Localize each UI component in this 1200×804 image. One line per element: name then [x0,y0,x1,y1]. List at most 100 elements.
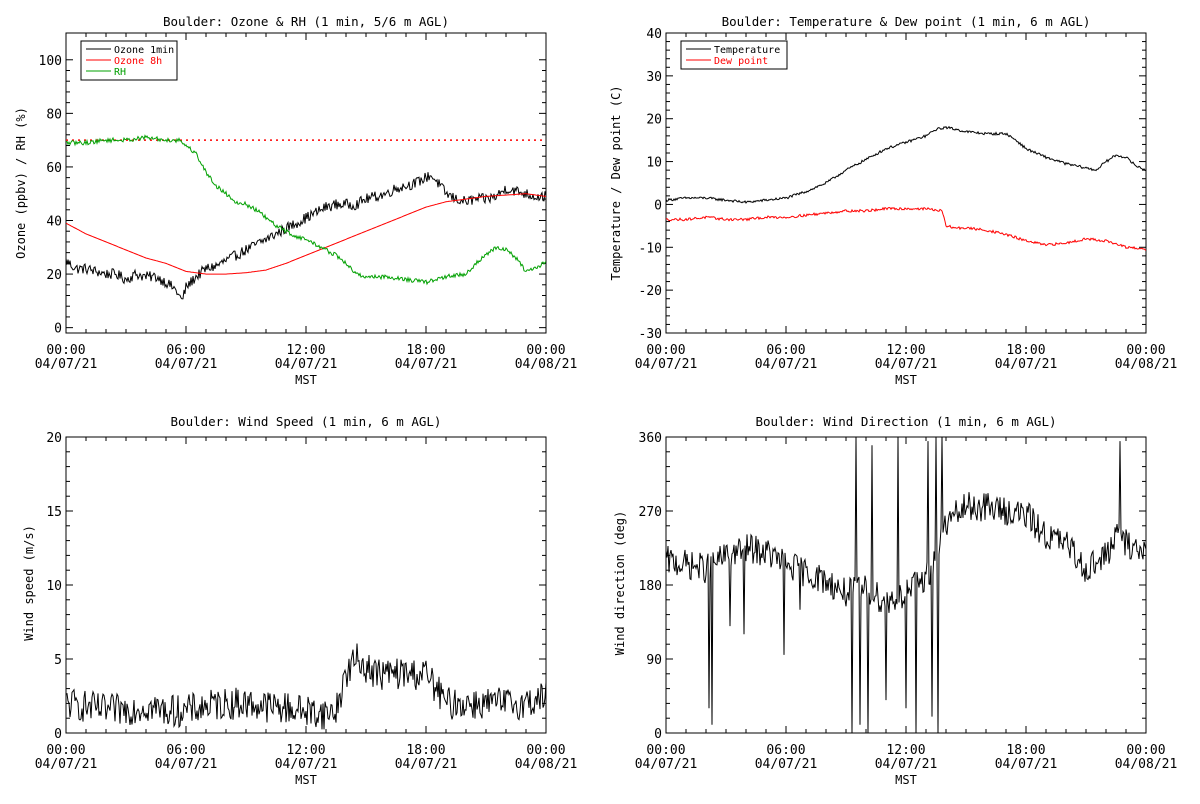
y-tick-label: 60 [46,161,62,176]
x-tick-label-time: 00:00 [526,743,565,758]
x-tick-label-date: 04/07/21 [875,757,938,772]
x-axis-label: MST [295,773,317,787]
x-tick-label-date: 04/07/21 [755,757,818,772]
series-line-2 [666,206,1146,251]
x-tick-label-date: 04/07/21 [995,357,1058,372]
x-tick-label-time: 00:00 [646,743,685,758]
y-tick-label: 0 [54,322,62,337]
x-tick-label-date: 04/08/21 [1115,357,1178,372]
y-tick-label: -30 [639,327,662,342]
x-tick-label-date: 04/07/21 [875,357,938,372]
x-axis-label: MST [895,373,917,387]
legend-label: Ozone 8h [114,56,162,67]
x-tick-label-time: 18:00 [406,343,445,358]
panel-title: Boulder: Ozone & RH (1 min, 5/6 m AGL) [163,14,449,29]
y-tick-label: 0 [54,727,62,742]
y-tick-label: 20 [46,431,62,446]
x-tick-label-date: 04/07/21 [35,357,98,372]
x-tick-label-time: 06:00 [166,343,205,358]
x-tick-label-time: 18:00 [1006,743,1045,758]
x-tick-label-date: 04/07/21 [275,757,338,772]
y-axis-label: Wind direction (deg) [613,511,627,656]
y-tick-label: 180 [639,579,662,594]
series-line-2 [66,193,546,275]
y-tick-label: 30 [646,70,662,85]
x-tick-label-date: 04/07/21 [635,757,698,772]
y-tick-label: 0 [654,198,662,213]
x-tick-label-time: 18:00 [1006,343,1045,358]
x-tick-label-time: 12:00 [886,343,925,358]
y-axis-label: Wind speed (m/s) [22,525,36,641]
y-axis-label: Temperature / Dew point (C) [609,85,623,280]
x-tick-label-time: 00:00 [1126,743,1165,758]
x-tick-label-date: 04/08/21 [515,357,578,372]
series-line-1 [66,643,546,730]
x-tick-label-time: 12:00 [286,743,325,758]
x-tick-label-date: 04/08/21 [515,757,578,772]
x-tick-label-date: 04/08/21 [1115,757,1178,772]
y-tick-label: -20 [639,284,662,299]
x-tick-label-date: 04/07/21 [395,757,458,772]
y-tick-label: 80 [46,107,62,122]
y-tick-label: 20 [646,113,662,128]
legend-label: RH [114,67,126,78]
y-tick-label: 10 [646,156,662,171]
x-tick-label-date: 04/07/21 [755,357,818,372]
x-tick-label-time: 00:00 [646,343,685,358]
x-axis-label: MST [295,373,317,387]
x-tick-label-date: 04/07/21 [155,357,218,372]
legend-label: Temperature [714,45,780,56]
y-tick-label: 360 [639,431,662,446]
y-tick-label: 40 [46,215,62,230]
x-tick-label-date: 04/07/21 [155,757,218,772]
series-line-1 [666,125,1146,204]
panel-title: Boulder: Temperature & Dew point (1 min,… [722,14,1091,29]
panel-wind-direction: Boulder: Wind Direction (1 min, 6 m AGL)… [613,414,1057,787]
chart-2: 00:0004/07/2106:0004/07/2112:0004/07/211… [635,27,1178,372]
x-tick-label-time: 12:00 [886,743,925,758]
x-axis-label: MST [895,773,917,787]
x-tick-label-date: 04/07/21 [635,357,698,372]
x-tick-label-time: 00:00 [1126,343,1165,358]
panel-title: Boulder: Wind Speed (1 min, 6 m AGL) [171,414,442,429]
x-tick-label-date: 04/07/21 [275,357,338,372]
y-tick-label: 270 [639,505,662,520]
chart-4: 00:0004/07/2106:0004/07/2112:0004/07/211… [635,431,1178,772]
chart-1: 00:0004/07/2106:0004/07/2112:0004/07/211… [35,32,578,372]
series-line-1 [66,172,546,300]
y-tick-label: 40 [646,27,662,42]
chart-3: 00:0004/07/2106:0004/07/2112:0004/07/211… [35,431,578,772]
series-line-3 [66,134,546,286]
legend-label: Dew point [714,56,768,67]
x-tick-label-time: 00:00 [526,343,565,358]
panel-temperature-dewpoint: Boulder: Temperature & Dew point (1 min,… [609,14,1090,387]
y-tick-label: 20 [46,268,62,283]
x-tick-label-time: 00:00 [46,343,85,358]
x-tick-label-time: 00:00 [46,743,85,758]
x-tick-label-date: 04/07/21 [395,357,458,372]
x-tick-label-date: 04/07/21 [35,757,98,772]
x-tick-label-time: 06:00 [766,343,805,358]
panel-title: Boulder: Wind Direction (1 min, 6 m AGL) [755,414,1056,429]
panel-wind-speed: Boulder: Wind Speed (1 min, 6 m AGL) Win… [22,414,441,787]
y-tick-label: -10 [639,241,662,256]
legend-box [680,40,788,70]
series-line-1 [666,437,1146,733]
y-tick-label: 10 [46,579,62,594]
x-tick-label-time: 18:00 [406,743,445,758]
panel-ozone-rh: Boulder: Ozone & RH (1 min, 5/6 m AGL) O… [14,14,449,387]
legend-label: Ozone 1min [114,45,174,56]
y-tick-label: 100 [39,54,62,69]
y-axis-label: Ozone (ppbv) / RH (%) [14,107,28,259]
x-tick-label-date: 04/07/21 [995,757,1058,772]
plot-frame [665,32,1147,334]
x-tick-label-time: 06:00 [766,743,805,758]
y-tick-label: 90 [646,653,662,668]
x-tick-label-time: 12:00 [286,343,325,358]
plot-frame [65,436,547,734]
x-tick-label-time: 06:00 [166,743,205,758]
y-tick-label: 0 [654,727,662,742]
y-tick-label: 15 [46,505,62,520]
